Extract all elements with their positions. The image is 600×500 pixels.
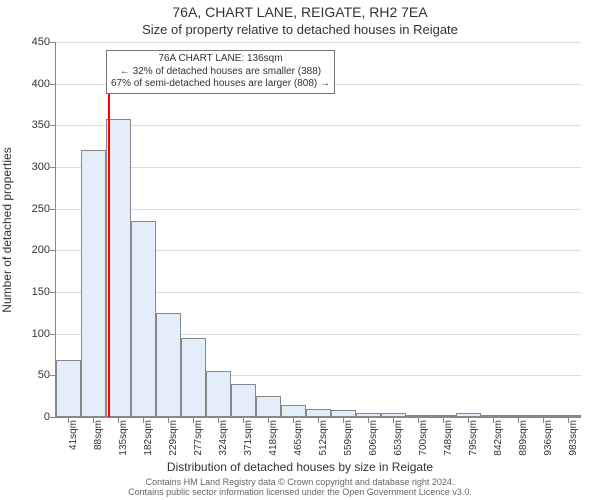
y-tick-mark [50, 209, 55, 210]
histogram-bar [281, 405, 306, 418]
histogram-bar [456, 413, 481, 417]
histogram-bar [181, 338, 206, 417]
histogram-bar [106, 119, 131, 417]
y-tick-mark [50, 125, 55, 126]
histogram-bar [556, 415, 581, 417]
x-tick-label: 512sqm [318, 420, 329, 470]
histogram-bar [256, 396, 281, 417]
y-tick-label: 400 [5, 78, 50, 90]
x-tick-label: 182sqm [143, 420, 154, 470]
x-tick-label: 795sqm [468, 420, 479, 470]
annotation-line-1: 76A CHART LANE: 136sqm [111, 53, 330, 66]
histogram-bar [56, 360, 81, 417]
x-tick-label: 41sqm [68, 420, 79, 470]
x-tick-label: 889sqm [518, 420, 529, 470]
y-tick-mark [50, 375, 55, 376]
y-tick-label: 350 [5, 119, 50, 131]
y-tick-label: 300 [5, 161, 50, 173]
annotation-line-2: ← 32% of detached houses are smaller (38… [111, 66, 330, 79]
histogram-bar [306, 409, 331, 417]
y-tick-label: 50 [5, 369, 50, 381]
footer-attribution: Contains HM Land Registry data © Crown c… [0, 478, 600, 498]
x-tick-label: 936sqm [543, 420, 554, 470]
x-tick-label: 983sqm [568, 420, 579, 470]
x-tick-label: 88sqm [93, 420, 104, 470]
gridline [56, 167, 581, 168]
x-tick-label: 371sqm [243, 420, 254, 470]
gridline [56, 125, 581, 126]
x-tick-label: 842sqm [493, 420, 504, 470]
x-tick-label: 324sqm [218, 420, 229, 470]
y-tick-mark [50, 334, 55, 335]
gridline [56, 209, 581, 210]
annotation-box: 76A CHART LANE: 136sqm← 32% of detached … [106, 50, 335, 94]
y-tick-mark [50, 250, 55, 251]
x-tick-label: 229sqm [168, 420, 179, 470]
chart-title: 76A, CHART LANE, REIGATE, RH2 7EA [0, 4, 600, 20]
x-tick-label: 135sqm [118, 420, 129, 470]
histogram-bar [156, 313, 181, 417]
annotation-line-3: 67% of semi-detached houses are larger (… [111, 78, 330, 91]
x-tick-label: 277sqm [193, 420, 204, 470]
histogram-bar [331, 410, 356, 417]
y-tick-label: 100 [5, 328, 50, 340]
y-tick-mark [50, 292, 55, 293]
plot-area: 76A CHART LANE: 136sqm← 32% of detached … [55, 42, 581, 418]
x-tick-label: 700sqm [418, 420, 429, 470]
y-tick-label: 0 [5, 411, 50, 423]
histogram-bar [531, 415, 556, 417]
y-tick-label: 150 [5, 286, 50, 298]
histogram-bar [406, 415, 431, 418]
histogram-bar [481, 415, 506, 417]
gridline [56, 42, 581, 43]
histogram-bar [506, 415, 531, 417]
footer-line-2: Contains public sector information licen… [0, 488, 600, 498]
x-tick-label: 653sqm [393, 420, 404, 470]
chart-container: 76A, CHART LANE, REIGATE, RH2 7EA Size o… [0, 0, 600, 500]
y-tick-mark [50, 42, 55, 43]
y-tick-label: 200 [5, 244, 50, 256]
x-tick-label: 418sqm [268, 420, 279, 470]
y-tick-mark [50, 84, 55, 85]
x-tick-label: 559sqm [343, 420, 354, 470]
y-tick-label: 250 [5, 203, 50, 215]
property-marker-line [108, 83, 110, 417]
histogram-bar [381, 413, 406, 417]
y-tick-mark [50, 417, 55, 418]
histogram-bar [431, 415, 456, 418]
histogram-bar [131, 221, 156, 417]
histogram-bar [206, 371, 231, 417]
histogram-bar [356, 413, 381, 417]
y-tick-mark [50, 167, 55, 168]
y-tick-label: 450 [5, 36, 50, 48]
x-tick-label: 465sqm [293, 420, 304, 470]
chart-subtitle: Size of property relative to detached ho… [0, 22, 600, 37]
x-tick-label: 606sqm [368, 420, 379, 470]
histogram-bar [231, 384, 256, 417]
histogram-bar [81, 150, 106, 417]
x-tick-label: 748sqm [443, 420, 454, 470]
